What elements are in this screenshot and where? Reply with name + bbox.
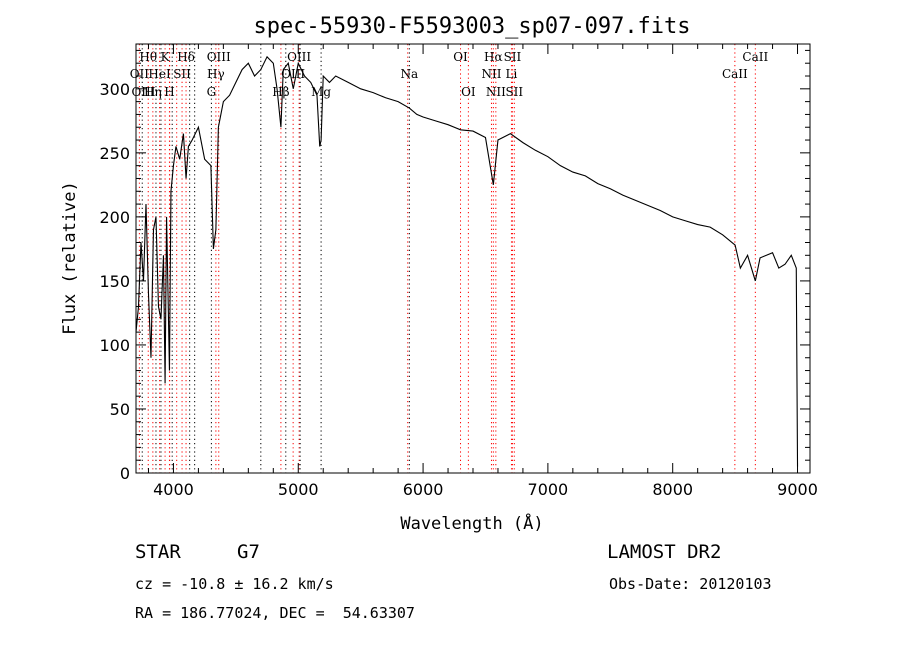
line-label: K (161, 50, 171, 64)
line-label: OIII (287, 50, 311, 64)
line-label: OI (461, 85, 476, 99)
line-label: Hθ (139, 50, 157, 64)
line-label: Hη (144, 85, 162, 99)
line-label: Li (506, 67, 518, 81)
spectrum-line (135, 55, 799, 467)
line-label: OI (453, 50, 468, 64)
line-label: SII (173, 67, 191, 81)
line-label: NII (486, 85, 506, 99)
y-tick-label: 300 (99, 80, 130, 99)
y-axis-label: Flux (relative) (60, 181, 80, 335)
line-label: Hα (484, 50, 503, 64)
redshift-text: cz = -10.8 ± 16.2 km/s (135, 575, 334, 593)
axis-ticks: 4000 5000 6000 7000 8000 9000 0 50 100 150 200 250 3… (99, 44, 818, 499)
chart-title: spec-55930-F5593003_sp07-097.fits (253, 14, 690, 39)
x-tick-label: 6000 (403, 480, 444, 499)
coordinates: RA = 186.77024, DEC = 54.63307 (135, 604, 415, 622)
line-label: Hγ (207, 67, 225, 81)
survey-name: LAMOST DR2 (607, 541, 722, 563)
x-axis-label: Wavelength (Å) (400, 512, 543, 534)
y-tick-label: 0 (120, 464, 130, 483)
line-label: Hδ (177, 50, 195, 64)
line-label: OII (130, 67, 150, 81)
x-tick-label: 8000 (652, 480, 693, 499)
line-label: NII (481, 67, 501, 81)
line-label: Mg (311, 85, 331, 99)
x-tick-label: 4000 (153, 480, 194, 499)
y-tick-label: 200 (99, 208, 130, 227)
line-label: SII (505, 85, 523, 99)
line-label: Na (401, 67, 419, 81)
x-tick-label: 9000 (777, 480, 818, 499)
y-tick-label: 100 (99, 336, 130, 355)
x-tick-label: 7000 (528, 480, 569, 499)
object-subclass: G7 (237, 541, 260, 563)
line-label: CaII (742, 50, 768, 64)
y-tick-label: 150 (99, 272, 130, 291)
line-label: HeI (148, 67, 171, 81)
y-tick-label: 50 (110, 400, 130, 419)
line-label: SII (504, 50, 522, 64)
line-label: Hβ (272, 85, 289, 99)
line-label: G (207, 85, 217, 99)
spectral-line-markers (138, 44, 756, 473)
plot-frame (135, 43, 811, 474)
line-label: H (164, 85, 174, 99)
line-label: CaII (722, 67, 748, 81)
object-class: STAR (135, 541, 181, 563)
y-tick-label: 250 (99, 144, 130, 163)
line-label: OIII (207, 50, 231, 64)
x-tick-label: 5000 (278, 480, 319, 499)
line-label: OIII (281, 67, 305, 81)
obs-date: Obs-Date: 20120103 (609, 575, 772, 593)
